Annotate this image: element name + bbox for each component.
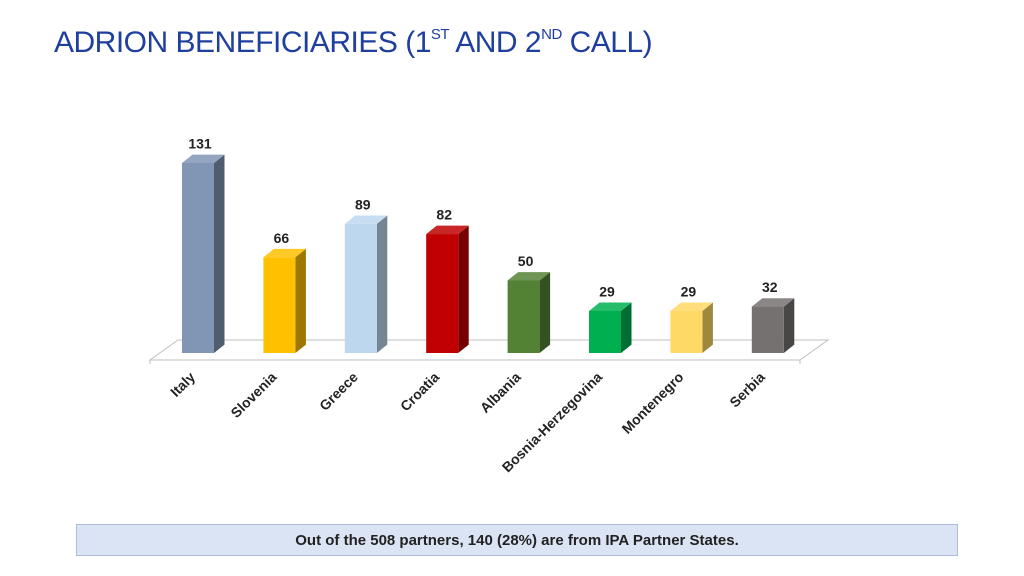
category-label-italy: Italy bbox=[167, 369, 198, 400]
footnote-box: Out of the 508 partners, 140 (28%) are f… bbox=[76, 524, 958, 556]
category-label-serbia: Serbia bbox=[726, 369, 768, 411]
category-label-greece: Greece bbox=[316, 369, 361, 414]
slide-title: ADRION BENEFICIARIES (1ST AND 2ND CALL) bbox=[54, 26, 653, 59]
data-label-italy: 131 bbox=[188, 136, 212, 152]
bar-top-bosnia-herzegovina bbox=[589, 302, 632, 311]
data-label-montenegro: 29 bbox=[681, 284, 697, 300]
bar-croatia bbox=[426, 234, 459, 353]
category-label-slovenia: Slovenia bbox=[227, 369, 279, 421]
bar-side-albania bbox=[539, 272, 551, 353]
data-label-slovenia: 66 bbox=[274, 230, 290, 246]
bar-serbia bbox=[751, 306, 784, 353]
data-label-serbia: 32 bbox=[762, 279, 778, 295]
bar-top-italy bbox=[182, 154, 225, 163]
bar-top-slovenia bbox=[263, 248, 306, 258]
bar-side-montenegro bbox=[702, 302, 713, 353]
bar-side-greece bbox=[376, 215, 388, 353]
footnote-text: Out of the 508 partners, 140 (28%) are f… bbox=[295, 531, 739, 549]
bar-top-serbia bbox=[751, 298, 795, 307]
bar-side-slovenia bbox=[295, 248, 306, 353]
bar-chart: 131 Italy 66 Slovenia 89 Greece 82 Croatia 50 Alb… bbox=[148, 136, 830, 475]
bar-greece bbox=[344, 223, 377, 353]
bar-bosnia-herzegovina bbox=[589, 310, 621, 353]
data-label-croatia: 82 bbox=[436, 207, 452, 223]
bar-side-bosnia-herzegovina bbox=[621, 302, 632, 353]
bar-top-albania bbox=[507, 272, 551, 281]
chart-floor bbox=[148, 339, 830, 361]
bar-top-greece bbox=[344, 215, 388, 224]
category-label-albania: Albania bbox=[477, 369, 524, 416]
bar-albania bbox=[507, 280, 540, 353]
bar-italy bbox=[182, 163, 214, 353]
bar-top-montenegro bbox=[670, 302, 713, 311]
data-label-albania: 50 bbox=[518, 253, 534, 269]
bar-side-italy bbox=[214, 154, 225, 353]
data-label-greece: 89 bbox=[355, 197, 371, 213]
bar-top-croatia bbox=[426, 225, 469, 235]
category-label-montenegro: Montenegro bbox=[619, 369, 687, 437]
bar-slovenia bbox=[263, 257, 296, 353]
bar-side-croatia bbox=[458, 225, 469, 353]
bar-montenegro bbox=[670, 310, 703, 353]
category-label-croatia: Croatia bbox=[397, 369, 443, 415]
data-label-bosnia-herzegovina: 29 bbox=[599, 284, 615, 300]
bar-side-serbia bbox=[783, 298, 795, 353]
